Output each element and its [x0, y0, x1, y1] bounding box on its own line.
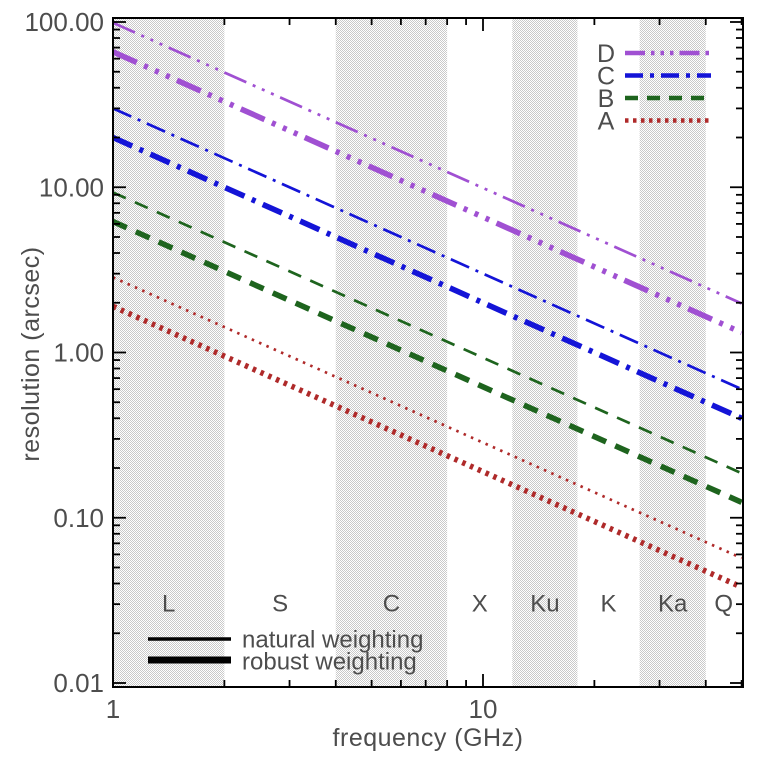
series-B-natural: [112, 191, 743, 475]
y-tick-labels: 100.00 10.00 1.00 0.10 0.01: [24, 7, 104, 698]
y-tick-label: 0.01: [53, 668, 104, 698]
robust-weighting-label: robust weighting: [242, 648, 417, 675]
band-L: [113, 18, 225, 687]
band-Ka: [639, 18, 706, 687]
y-tick-label: 100.00: [24, 7, 104, 37]
band-labels: L S C X Ku K Ka Q: [162, 590, 733, 617]
band-label-Ku: Ku: [530, 590, 559, 617]
x-axis-label: frequency (GHz): [333, 724, 524, 752]
series-lines: [111, 21, 743, 590]
legend-label-B: B: [598, 85, 615, 113]
band-label-L: L: [162, 590, 175, 617]
series-A-natural: [112, 276, 743, 560]
band-label-X: X: [472, 590, 488, 617]
frequency-bands: [113, 18, 706, 687]
band-Ku: [512, 18, 578, 687]
series-B-robust: [111, 219, 743, 505]
legend-label-A: A: [598, 107, 615, 135]
x-ticks: [112, 18, 743, 687]
band-label-C: C: [383, 590, 400, 617]
natural-weighting-label: natural weighting: [242, 626, 423, 653]
band-label-S: S: [272, 590, 288, 617]
x-tick-label: 1: [106, 694, 120, 724]
y-tick-label: 0.10: [53, 503, 104, 533]
band-C: [335, 18, 448, 687]
y-ticks: [113, 21, 743, 684]
y-axis-label: resolution (arcsec): [17, 246, 45, 461]
series-D-natural: [112, 21, 743, 305]
x-tick-labels: 1 10: [106, 694, 498, 724]
band-label-Ka: Ka: [658, 590, 688, 617]
band-label-Q: Q: [714, 590, 733, 617]
series-C-natural: [112, 107, 743, 391]
legend-label-D: D: [597, 40, 615, 68]
y-tick-label: 10.00: [39, 172, 104, 202]
band-label-K: K: [601, 590, 617, 617]
series-C-robust: [111, 134, 743, 421]
x-tick-label: 10: [469, 694, 498, 724]
weighting-legend: natural weighting robust weighting: [148, 626, 423, 675]
y-tick-label: 1.00: [53, 338, 104, 368]
series-D-robust: [111, 49, 743, 336]
legend-label-C: C: [597, 62, 615, 90]
